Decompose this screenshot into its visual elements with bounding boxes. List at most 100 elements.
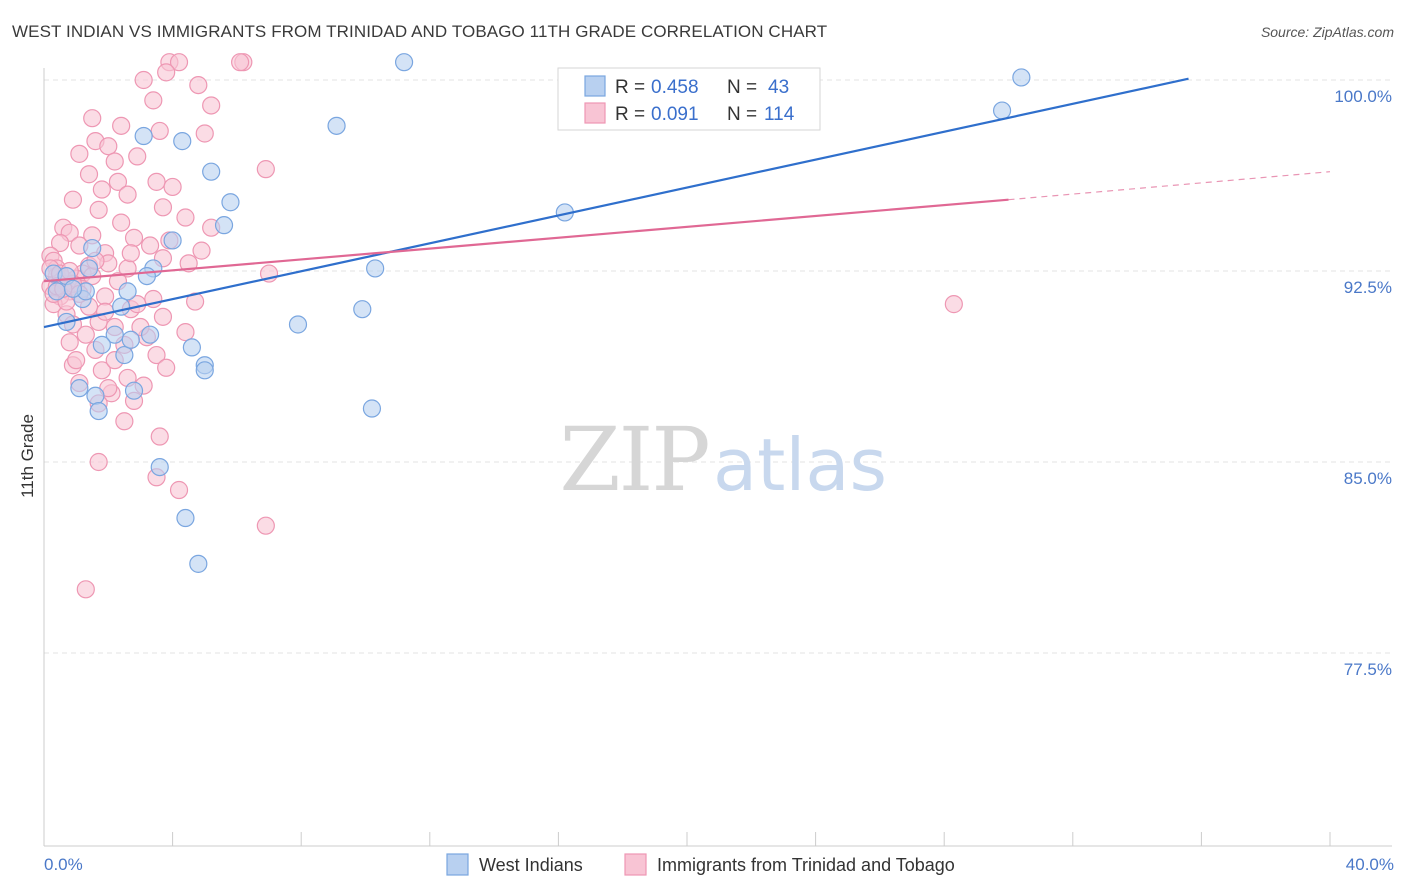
blue-point (394, 53, 414, 72)
blue-point (47, 282, 66, 301)
pink-point (50, 233, 70, 253)
pink-point (67, 351, 86, 370)
chart-title: WEST INDIAN VS IMMIGRANTS FROM TRINIDAD … (12, 22, 828, 41)
pink-point (140, 236, 160, 255)
blue-point (150, 457, 169, 477)
bottom-legend-swatch-pink (624, 853, 647, 876)
pink-point (169, 480, 189, 500)
legend-n-value-2: 114 (764, 104, 795, 125)
pink-point (147, 345, 166, 365)
blue-points (44, 53, 1031, 573)
pink-point (202, 96, 221, 115)
pink-point (189, 75, 208, 95)
pink-point (115, 412, 134, 431)
blue-point (288, 315, 308, 334)
series-legend: West Indians Immigrants from Trinidad an… (446, 853, 955, 876)
x-ticks (43, 832, 1331, 846)
blue-point (176, 508, 195, 528)
pink-point (157, 358, 176, 377)
pink-point (231, 53, 250, 72)
pink-point (105, 152, 124, 171)
pink-point (192, 241, 211, 260)
legend-swatch-blue (584, 75, 606, 97)
blue-point (115, 345, 134, 365)
pink-point (89, 452, 108, 472)
blue-point (173, 132, 192, 151)
pink-trendline (43, 198, 1009, 283)
legend-r-label-2: R = (615, 104, 645, 125)
blue-point (992, 101, 1012, 120)
blue-point (86, 386, 105, 405)
pink-point (153, 307, 173, 326)
source-label: Source: ZipAtlas.com (1260, 24, 1394, 40)
pink-trendline-extension (1008, 171, 1331, 201)
bottom-legend-label-pink: Immigrants from Trinidad and Tobago (657, 855, 955, 875)
y-tick-labels: 100.0% 92.5% 85.0% 77.5% (1334, 87, 1392, 679)
svg-text:R =: R = (615, 77, 645, 98)
x-tick-label-right: 40.0% (1346, 855, 1394, 874)
pink-point (256, 160, 275, 179)
blue-point (63, 279, 83, 298)
legend-n-label-1: N = (727, 77, 757, 98)
blue-point (105, 325, 124, 344)
pink-point (944, 295, 963, 314)
watermark-zip: ZIP (559, 408, 708, 511)
pink-point (195, 124, 214, 143)
pink-point (128, 147, 147, 166)
pink-point (76, 580, 95, 599)
blue-point (195, 361, 214, 380)
bottom-legend-label-blue: West Indians (479, 855, 583, 875)
legend-swatch-pink (584, 102, 606, 124)
pink-point (99, 137, 118, 156)
blue-point (1012, 68, 1031, 87)
pink-point (157, 63, 176, 82)
pink-point (108, 172, 128, 191)
legend-r-label-1: R = (615, 77, 645, 98)
gridlines (44, 79, 1392, 654)
blue-point (362, 399, 382, 418)
pink-point (70, 144, 89, 163)
pink-point (163, 177, 182, 197)
pink-point (112, 116, 131, 135)
blue-point (366, 259, 385, 278)
pink-point (95, 287, 115, 306)
pink-point (83, 109, 102, 128)
blue-point (70, 379, 89, 398)
blue-point (83, 238, 102, 258)
blue-point (202, 162, 221, 181)
pink-point (256, 516, 275, 535)
pink-point (76, 325, 95, 344)
blue-point (92, 335, 111, 354)
y-tick-label: 77.5% (1344, 660, 1392, 679)
blue-point (163, 231, 182, 250)
pink-point (79, 165, 99, 184)
x-tick-label-left: 0.0% (44, 855, 83, 874)
pink-point (169, 53, 189, 72)
pink-point (112, 213, 131, 232)
pink-point (121, 244, 140, 263)
blue-point (89, 401, 108, 421)
blue-point (353, 300, 372, 319)
y-axis-title: 11th Grade (18, 414, 37, 498)
pink-point (134, 70, 153, 90)
bottom-legend-swatch-blue (446, 853, 469, 876)
blue-point (118, 282, 137, 301)
trendlines (43, 77, 1331, 329)
pink-point (176, 323, 195, 342)
blue-point (327, 116, 346, 135)
blue-point (140, 325, 160, 344)
pink-point (153, 198, 173, 217)
pink-point (89, 200, 108, 219)
blue-point (124, 381, 144, 400)
blue-point (182, 338, 201, 357)
blue-point (137, 266, 156, 286)
pink-point (118, 185, 137, 204)
blue-point (221, 193, 240, 212)
legend-n-value-1: 43 (768, 77, 789, 98)
blue-point (189, 554, 208, 573)
blue-point (121, 330, 140, 349)
y-tick-label: 85.0% (1344, 469, 1392, 488)
y-tick-label: 92.5% (1344, 278, 1392, 297)
pink-point (176, 208, 195, 227)
